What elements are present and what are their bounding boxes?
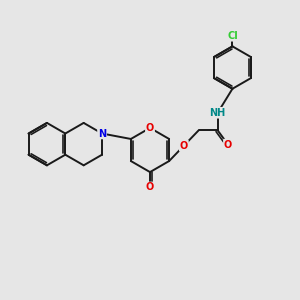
Text: O: O <box>146 123 154 133</box>
Text: O: O <box>224 140 232 150</box>
Text: O: O <box>146 182 154 192</box>
Text: O: O <box>180 141 188 151</box>
Text: N: N <box>98 128 106 139</box>
Text: NH: NH <box>210 108 226 118</box>
Text: Cl: Cl <box>227 31 238 41</box>
